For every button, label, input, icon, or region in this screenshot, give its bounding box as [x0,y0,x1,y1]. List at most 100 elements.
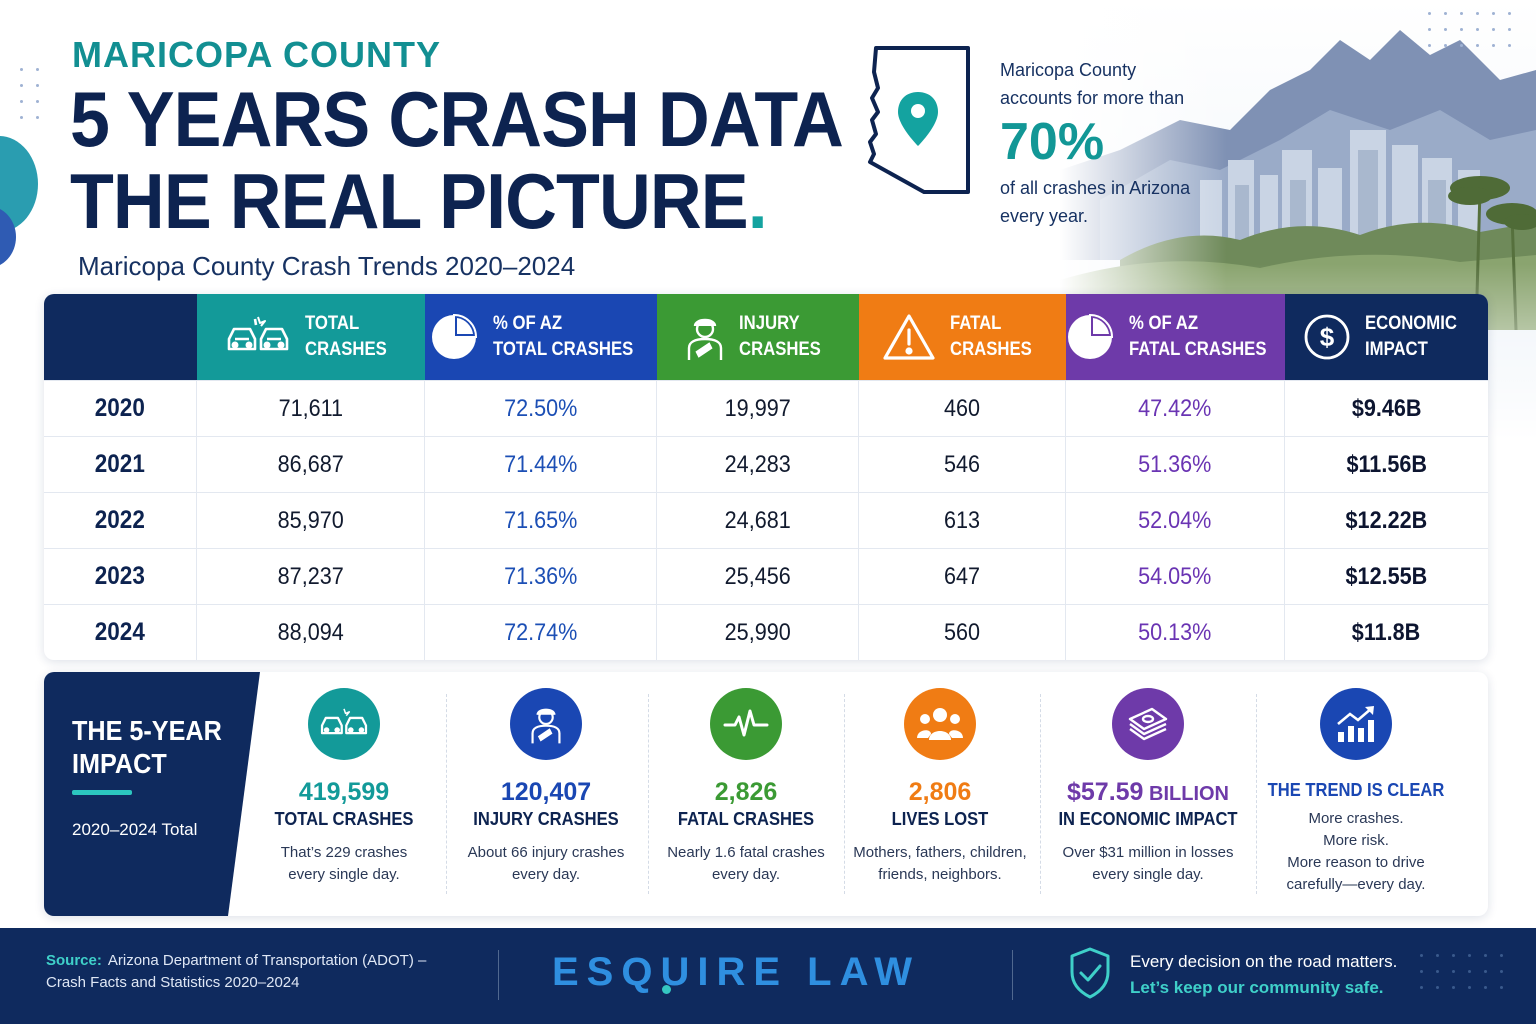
metric-economic-impact: $57.59 BILLION IN ECONOMIC IMPACT Over $… [1040,672,1256,916]
tagline-primary: Every decision on the road matters. [1130,952,1398,971]
impact-title: THE 5-YEAR IMPACT [72,714,222,780]
eyebrow-title: MARICOPA COUNTY [72,34,441,75]
header-label: FATAL CRASHES [950,311,1032,363]
cell-value: $12.55B [1345,562,1428,590]
footer-bar: Source: Arizona Department of Transportat… [0,928,1536,1024]
impact-accent-bar [72,790,132,795]
header-label-line1: TOTAL [304,313,359,334]
metric-label: FATAL CRASHES [677,809,815,829]
injury-crashes-cell: 25,456 [657,549,859,604]
brand-logo-dot [662,985,671,994]
header-label-line2: CRASHES [738,339,821,360]
header-label-line2: FATAL CRASHES [1129,339,1267,360]
headline-line1: 5 YEARS CRASH DATA [70,75,844,163]
total-crashes-cell: 86,687 [197,437,425,492]
pct-fatal-cell: 54.05% [1066,549,1285,604]
header-label-line2: IMPACT [1365,339,1429,360]
pct-fatal-cell: 51.36% [1066,437,1285,492]
cell-value: 85,970 [277,506,344,534]
cell-value: 54.05% [1138,562,1212,590]
pct-fatal-cell: 50.13% [1066,605,1285,660]
year-cell-text: 2022 [94,506,146,534]
table-row: 2022 85,970 71.65% 24,681 613 52.04% $12… [44,492,1488,548]
cell-value: 86,687 [277,450,344,478]
stat-lead-line1: Maricopa County [1000,60,1137,80]
cell-value: $11.8B [1352,618,1421,646]
pct-total-cell: 71.36% [425,549,657,604]
metric-trend: THE TREND IS CLEAR More crashes. More ri… [1256,672,1456,916]
cell-value: 50.13% [1138,618,1212,646]
header-label-line2: CRASHES [950,339,1032,360]
metric-desc-line: friends, neighbors. [878,866,1002,883]
people-group-icon [904,688,976,760]
metric-label: THE TREND IS CLEAR [1267,780,1445,800]
total-crashes-cell: 88,094 [197,605,425,660]
cell-value: $12.22B [1345,506,1428,534]
cell-value: 25,990 [724,618,791,646]
cell-value: 19,997 [724,394,791,422]
metric-desc-line: every day. [711,866,781,883]
year-cell-text: 2021 [94,450,146,478]
metric-value: 120,407 [500,778,592,806]
shield-check-icon [1068,946,1112,1005]
impact-side-banner: THE 5-YEAR IMPACT 2020–2024 Total [44,672,276,916]
cell-value: 88,094 [277,618,344,646]
total-crashes-cell: 71,611 [197,381,425,436]
source-label: Source: [46,952,102,969]
footer-divider [1012,950,1013,1000]
stat-callout-tail: of all crashes in Arizona every year. [1000,174,1190,230]
header-label: % OF AZ FATAL CRASHES [1129,311,1266,363]
injured-person-icon [685,312,725,362]
fatal-crashes-cell: 460 [859,381,1066,436]
fatal-crashes-cell: 613 [859,493,1066,548]
pct-total-cell: 72.74% [425,605,657,660]
pie-chart-icon [429,312,479,362]
injury-crashes-cell: 24,283 [657,437,859,492]
economic-impact-cell: $11.56B [1285,437,1488,492]
cell-value: 546 [943,450,981,478]
cell-value: 52.04% [1138,506,1212,534]
header-label-line1: % OF AZ [493,313,563,334]
metric-desc-line: More reason to drive [1287,854,1425,871]
metric-description: More crashes. More risk. More reason to … [1264,808,1448,896]
metric-value-number: $57.59 [1066,778,1144,806]
metric-value: 2,806 [908,778,972,806]
dollar-icon: $ [1303,313,1351,361]
cell-value: 560 [943,618,981,646]
year-cell: 2021 [44,437,197,492]
cell-value: $9.46B [1351,394,1422,422]
header-label-line1: FATAL [950,313,1002,334]
cell-value: 72.50% [503,394,578,422]
metric-desc-line: every day. [511,866,581,883]
year-cell: 2022 [44,493,197,548]
economic-impact-cell: $9.46B [1285,381,1488,436]
footer-divider [498,950,499,1000]
header-label-line2: CRASHES [304,339,387,360]
stat-callout-lead: Maricopa County accounts for more than [1000,56,1184,112]
svg-text:$: $ [1320,322,1335,352]
metric-divider [446,694,447,894]
money-stack-icon [1112,688,1184,760]
metric-desc-line: Over $31 million in losses [1062,844,1234,861]
cell-value: 24,283 [724,450,791,478]
source-line1: Arizona Department of Transportation (AD… [107,952,427,969]
metric-total-crashes: 419,599 TOTAL CRASHES That’s 229 crashes… [246,672,442,916]
metric-divider [648,694,649,894]
trend-up-icon [1320,688,1392,760]
injured-person-icon [510,688,582,760]
warning-icon [882,312,936,362]
cell-value: 71.36% [503,562,578,590]
header-label-line1: INJURY [738,313,800,334]
metric-value: 2,826 [714,778,778,806]
header-label: ECONOMIC IMPACT [1365,311,1457,363]
header-pct-total: % OF AZ TOTAL CRASHES [425,294,657,380]
pct-total-cell: 72.50% [425,381,657,436]
metric-divider [1040,694,1041,894]
metric-desc-line: Nearly 1.6 fatal crashes [667,844,825,861]
metric-desc-line: More crashes. [1308,810,1404,827]
cell-value: $11.56B [1346,450,1427,478]
economic-impact-cell: $11.8B [1285,605,1488,660]
header-injury-crashes: INJURY CRASHES [657,294,859,380]
table-row: 2021 86,687 71.44% 24,283 546 51.36% $11… [44,436,1488,492]
metric-desc-line: every single day. [288,866,400,883]
